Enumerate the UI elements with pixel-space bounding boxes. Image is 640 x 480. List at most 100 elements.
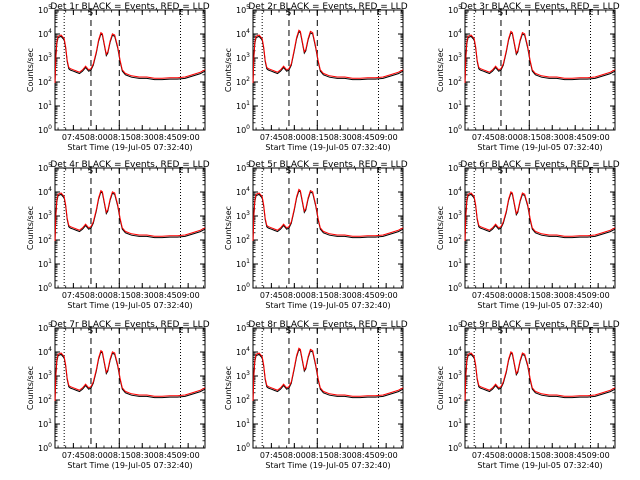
y-tick-label: 100 [448, 124, 462, 135]
x-tick-label: 08:45 [154, 291, 177, 300]
y-tick-label: 101 [236, 418, 250, 429]
y-tick-label: 102 [236, 234, 250, 245]
y-tick-label: 105 [38, 4, 52, 15]
panel-title: Det 9r BLACK = Events, RED = LLD [460, 320, 619, 330]
marker-letter-s: S [286, 8, 291, 17]
y-tick-label: 102 [38, 76, 52, 87]
x-tick-label: 09:00 [375, 133, 398, 142]
x-tick-label: 08:30 [131, 451, 154, 460]
y-tick-label: 104 [38, 346, 52, 357]
series-line-lld [464, 190, 616, 242]
x-tick-label: 07:45 [62, 133, 85, 142]
x-tick-label: 08:15 [518, 133, 541, 142]
panel-title: Det 8r BLACK = Events, RED = LLD [248, 320, 407, 330]
x-tick-label: 08:45 [154, 451, 177, 460]
x-tick-label: 09:00 [177, 133, 200, 142]
x-tick-label: 07:45 [260, 291, 283, 300]
y-tick-label: 105 [38, 322, 52, 333]
y-tick-label: 103 [38, 52, 52, 63]
y-axis-label: Counts/sec [26, 366, 35, 410]
y-tick-label: 101 [448, 100, 462, 111]
y-tick-label: 104 [236, 186, 250, 197]
plot-frame [464, 9, 616, 131]
x-tick-label: 08:00 [495, 133, 518, 142]
marker-letter-e: E [377, 8, 382, 17]
x-tick-label: 08:15 [306, 291, 329, 300]
x-tick-label: 08:45 [352, 133, 375, 142]
x-tick-label: 08:15 [306, 451, 329, 460]
y-tick-label: 100 [448, 282, 462, 293]
x-tick-label: 07:45 [260, 451, 283, 460]
marker-letter-e: E [179, 326, 184, 335]
marker-letter-s: S [88, 326, 93, 335]
x-axis-label: Start Time (19-Jul-05 07:32:40) [265, 301, 390, 310]
x-tick-label: 08:30 [541, 291, 564, 300]
y-tick-label: 102 [236, 76, 250, 87]
y-axis-label: Counts/sec [436, 206, 445, 250]
y-tick-label: 102 [448, 76, 462, 87]
y-tick-label: 105 [448, 322, 462, 333]
y-axis-label: Counts/sec [26, 206, 35, 250]
detector-panel-2: Det 2r BLACK = Events, RED = LLD 100 101 10… [224, 2, 408, 152]
x-tick-label: 08:15 [108, 291, 131, 300]
y-tick-label: 105 [236, 4, 250, 15]
panel-title: Det 6r BLACK = Events, RED = LLD [460, 160, 619, 170]
y-tick-label: 102 [236, 394, 250, 405]
x-tick-label: 08:00 [283, 451, 306, 460]
plot-frame [252, 9, 404, 131]
x-tick-label: 08:00 [283, 291, 306, 300]
marker-letter-e: E [589, 166, 594, 175]
series-line-events [252, 348, 404, 403]
marker-letter-e: E [179, 8, 184, 17]
detector-panel-7: Det 7r BLACK = Events, RED = LLD 100 101 10… [26, 320, 210, 470]
x-tick-label: 09:00 [587, 451, 610, 460]
detector-panel-4: Det 4r BLACK = Events, RED = LLD 100 101 10… [26, 160, 210, 310]
detector-panel-8: Det 8r BLACK = Events, RED = LLD 100 101 10… [224, 320, 408, 470]
y-tick-label: 101 [38, 258, 52, 269]
x-tick-label: 07:45 [472, 133, 495, 142]
y-tick-label: 102 [448, 234, 462, 245]
y-tick-label: 103 [448, 210, 462, 221]
y-axis-label: Counts/sec [436, 366, 445, 410]
x-tick-label: 08:00 [85, 451, 108, 460]
y-tick-label: 100 [38, 282, 52, 293]
y-axis-label: Counts/sec [224, 48, 233, 92]
y-tick-label: 105 [236, 162, 250, 173]
x-tick-label: 08:45 [154, 133, 177, 142]
y-tick-label: 105 [38, 162, 52, 173]
x-tick-label: 07:45 [472, 291, 495, 300]
marker-letter-s: S [286, 166, 291, 175]
series-line-lld [464, 30, 616, 84]
y-tick-label: 104 [448, 186, 462, 197]
detector-panel-6: Det 6r BLACK = Events, RED = LLD 100 101 10… [436, 160, 620, 310]
panel-title: Det 3r BLACK = Events, RED = LLD [460, 2, 619, 12]
series-line-events [464, 31, 616, 85]
x-tick-label: 08:45 [352, 291, 375, 300]
panel-title: Det 4r BLACK = Events, RED = LLD [50, 160, 209, 170]
x-tick-label: 08:30 [541, 451, 564, 460]
x-tick-label: 08:30 [329, 451, 352, 460]
y-tick-label: 103 [236, 52, 250, 63]
y-tick-label: 102 [38, 394, 52, 405]
marker-letter-s: S [286, 326, 291, 335]
x-axis-label: Start Time (19-Jul-05 07:32:40) [477, 143, 602, 152]
y-tick-label: 100 [38, 124, 52, 135]
marker-letter-s: S [88, 8, 93, 17]
x-tick-label: 07:45 [62, 451, 85, 460]
x-axis-label: Start Time (19-Jul-05 07:32:40) [67, 461, 192, 470]
y-tick-label: 103 [448, 370, 462, 381]
x-tick-label: 08:00 [495, 451, 518, 460]
y-axis-label: Counts/sec [26, 48, 35, 92]
marker-letter-s: S [88, 166, 93, 175]
x-tick-label: 08:00 [283, 133, 306, 142]
y-tick-label: 103 [236, 210, 250, 221]
x-tick-label: 08:30 [329, 291, 352, 300]
marker-letter-e: E [377, 166, 382, 175]
series-line-lld [54, 31, 206, 84]
x-tick-label: 08:15 [108, 451, 131, 460]
y-tick-label: 103 [38, 210, 52, 221]
marker-letter-e: E [377, 326, 382, 335]
plot-frame [252, 327, 404, 449]
x-tick-label: 08:00 [85, 133, 108, 142]
plot-frame [54, 167, 206, 289]
